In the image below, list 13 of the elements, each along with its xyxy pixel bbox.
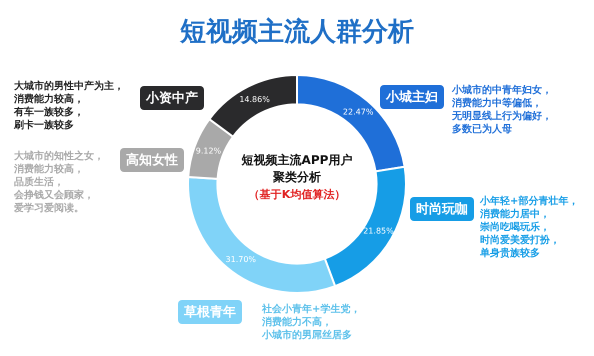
data-label: 21.85% (363, 226, 394, 236)
text: 小城市的中青年妇女，消费能力中等偏低，无明显线上行为偏好，多数已为人母 (452, 84, 552, 136)
text: 大城市的男性中产为主，消费能力较高，有车一族较多，刷卡一族较多 (14, 80, 124, 132)
data-label: 22.47% (342, 107, 374, 116)
chart-title: 短视频主流人群分析 (178, 16, 415, 49)
data-label: 9.12% (196, 146, 222, 156)
text: 小年轻+部分青壮年，消费能力居中，崇尚吃喝玩乐，时尚爱美爱打扮，单身贵族较多 (480, 195, 578, 260)
data-label: 14.86% (239, 94, 270, 104)
text: 社会小青年+学生党，消费能力不高，小城市的男屌丝居多 (262, 303, 360, 342)
data-label: 31.70% (226, 254, 256, 264)
text: （基于K均值算法） (248, 187, 346, 202)
text: 大城市的知性之女，消费能力较高，品质生活，会挣钱又会顾家，爱学习爱阅读。 (14, 150, 104, 215)
text: 短视频主流APP用户聚类分析 (240, 152, 354, 186)
